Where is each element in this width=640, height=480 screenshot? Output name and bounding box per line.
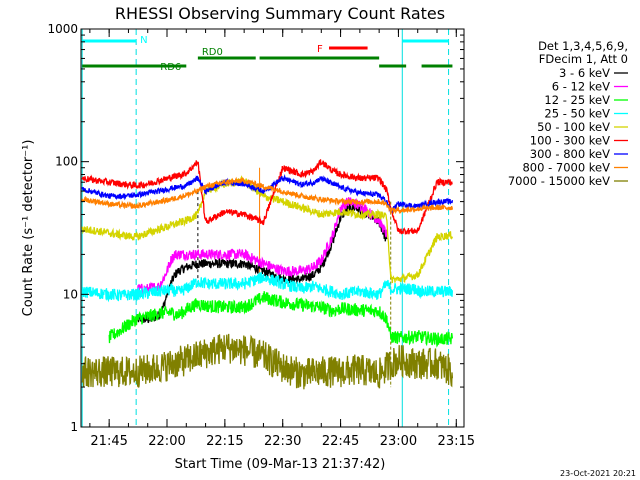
series-line-7 xyxy=(81,176,454,215)
x-tick-label: 23:15 xyxy=(438,434,475,449)
y-tick-label: 1 xyxy=(70,420,78,434)
axes: 1 10 100 1000 21:45 22:00 22:15 22:30 22:45 23:00… xyxy=(47,22,475,449)
x-axis-label: Start Time (09-Mar-13 21:37:42) xyxy=(175,457,386,472)
x-tick-label: 22:15 xyxy=(206,434,243,449)
footer-timestamp: 23-Oct-2021 20:21 xyxy=(560,469,636,478)
legend-entry-label: 800 - 7000 keV xyxy=(522,161,610,175)
legend-header-line-1: Det 1,3,4,5,6,9, xyxy=(538,39,628,53)
series-line-8 xyxy=(81,333,454,390)
legend-entry-label: 6 - 12 keV xyxy=(552,80,610,94)
plot-frame xyxy=(80,28,465,428)
series-line-3 xyxy=(81,272,454,303)
annotation-label-n: N xyxy=(140,35,147,46)
annotation-label-rd0: RD0 xyxy=(202,47,223,58)
legend-entry-label: 12 - 25 keV xyxy=(544,93,610,107)
x-tick-label: 21:45 xyxy=(90,434,127,449)
legend-entry-label: 300 - 800 keV xyxy=(530,147,610,161)
legend: Det 1,3,4,5,6,9, FDecim 1, Att 0 3 - 6 k… xyxy=(508,39,628,188)
x-tick-label: 22:30 xyxy=(264,434,301,449)
series-line-2 xyxy=(108,291,454,348)
legend-header-line-2: FDecim 1, Att 0 xyxy=(539,52,628,66)
x-tick-label: 22:00 xyxy=(148,434,185,449)
legend-entry-label: 7000 - 15000 keV xyxy=(508,174,610,188)
legend-entry-label: 100 - 300 keV xyxy=(530,134,610,148)
series-line-1 xyxy=(135,197,388,294)
y-tick-label: 1000 xyxy=(47,22,78,36)
plot-area xyxy=(81,29,454,427)
y-tick-label: 10 xyxy=(63,287,78,301)
series-line-4 xyxy=(81,175,454,284)
chart-title: RHESSI Observing Summary Count Rates xyxy=(115,4,445,23)
annotation-label-f: F xyxy=(317,44,323,55)
legend-entry-label: 50 - 100 keV xyxy=(537,120,610,134)
legend-entry-label: 3 - 6 keV xyxy=(559,66,610,80)
y-axis-label: Count Rate (s⁻¹ detector⁻¹) xyxy=(21,140,36,317)
legend-entry-label: 25 - 50 keV xyxy=(544,107,610,121)
annotation-label-rd6: RD6 xyxy=(160,62,181,73)
y-tick-label: 100 xyxy=(55,155,78,169)
x-tick-label: 22:45 xyxy=(322,434,359,449)
x-tick-label: 23:00 xyxy=(380,434,417,449)
